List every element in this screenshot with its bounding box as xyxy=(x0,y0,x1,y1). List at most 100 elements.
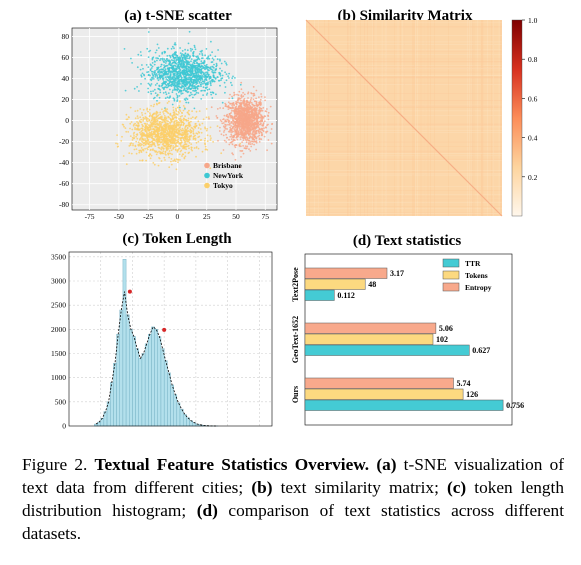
d-legend-swatch-1 xyxy=(442,270,460,280)
b-cb-ticklabel-1: 0.8 xyxy=(528,55,538,64)
a-point xyxy=(195,141,198,144)
a-point xyxy=(250,114,253,117)
caption-tag-d: (d) xyxy=(196,501,218,520)
a-point xyxy=(250,92,253,95)
a-point xyxy=(170,71,173,73)
a-point xyxy=(153,96,156,99)
d-value-label-tokens-0: 48 xyxy=(368,280,376,289)
c-bar-6 xyxy=(113,362,117,427)
a-point xyxy=(156,122,159,125)
a-point xyxy=(194,67,197,70)
a-point xyxy=(126,118,129,121)
a-point xyxy=(141,72,144,75)
a-point xyxy=(192,54,195,57)
a-point xyxy=(204,137,207,140)
a-point xyxy=(152,123,155,126)
a-point xyxy=(159,111,162,114)
a-point xyxy=(190,60,192,63)
a-point xyxy=(208,76,211,79)
d-value-label-ttr-0: 0.112 xyxy=(337,291,355,300)
a-point xyxy=(192,128,195,131)
a-point xyxy=(172,65,175,68)
caption-title: Textual Feature Statistics Overview. xyxy=(94,455,370,474)
a-point xyxy=(244,120,246,122)
a-point xyxy=(244,126,247,128)
a-point xyxy=(239,113,242,116)
a-point xyxy=(230,110,233,112)
a-point xyxy=(225,141,228,143)
a-point xyxy=(178,153,181,156)
a-point xyxy=(249,126,252,128)
a-point xyxy=(191,81,194,84)
a-point xyxy=(194,125,197,127)
a-point xyxy=(249,118,252,120)
a-point xyxy=(187,70,190,73)
a-point xyxy=(174,146,176,149)
a-point xyxy=(186,49,189,52)
a-point xyxy=(252,94,255,97)
a-point xyxy=(255,89,258,92)
a-point xyxy=(170,47,173,50)
a-point xyxy=(161,108,163,111)
a-point xyxy=(230,121,233,124)
a-point xyxy=(179,119,181,122)
a-point xyxy=(136,86,139,88)
a-point xyxy=(258,138,261,141)
a-point xyxy=(197,92,200,94)
a-point xyxy=(176,145,179,148)
a-point xyxy=(222,107,225,110)
a-point xyxy=(192,74,195,77)
a-point xyxy=(170,134,173,137)
a-point xyxy=(218,79,221,82)
a-point xyxy=(143,139,145,142)
a-point xyxy=(192,132,195,135)
a-point xyxy=(236,114,238,117)
a-point xyxy=(138,129,140,132)
a-point xyxy=(181,72,184,74)
c-ytick-0: 0 xyxy=(62,422,66,431)
a-point xyxy=(237,113,240,116)
a-point xyxy=(256,105,259,108)
a-point xyxy=(130,152,133,155)
a-point xyxy=(147,143,150,146)
a-point xyxy=(169,146,172,149)
a-point xyxy=(132,143,134,145)
panel-c-token-length: (c) Token Length 05010015020025030005001… xyxy=(51,231,273,431)
a-point xyxy=(179,117,182,120)
a-point xyxy=(185,124,188,127)
c-xtick-6: 300 xyxy=(254,428,266,430)
a-point xyxy=(178,118,180,120)
a-point xyxy=(173,126,176,129)
c-bar-14 xyxy=(138,358,143,427)
a-point xyxy=(189,128,192,131)
a-point xyxy=(200,60,203,63)
a-point xyxy=(255,115,258,118)
a-point xyxy=(238,117,240,119)
a-point xyxy=(255,137,258,140)
a-point xyxy=(220,120,223,123)
a-point xyxy=(177,138,180,141)
a-point xyxy=(234,115,236,118)
a-point xyxy=(206,127,209,130)
a-point xyxy=(151,141,154,144)
c-ytick-4: 2000 xyxy=(51,325,66,334)
a-point xyxy=(258,132,261,135)
a-point xyxy=(193,147,196,149)
a-point xyxy=(172,114,175,117)
a-point xyxy=(164,153,167,155)
a-point xyxy=(258,112,261,114)
a-point xyxy=(179,133,182,136)
a-point xyxy=(205,94,208,96)
a-point xyxy=(263,135,266,138)
a-point xyxy=(136,137,139,140)
a-point xyxy=(166,96,169,99)
a-point xyxy=(233,120,236,123)
a-point xyxy=(160,76,163,78)
a-point xyxy=(269,105,272,108)
a-point xyxy=(142,67,144,70)
a-point xyxy=(171,103,174,106)
a-point xyxy=(247,132,250,135)
a-point xyxy=(171,131,173,134)
a-point xyxy=(251,132,254,135)
a-point xyxy=(187,123,190,125)
